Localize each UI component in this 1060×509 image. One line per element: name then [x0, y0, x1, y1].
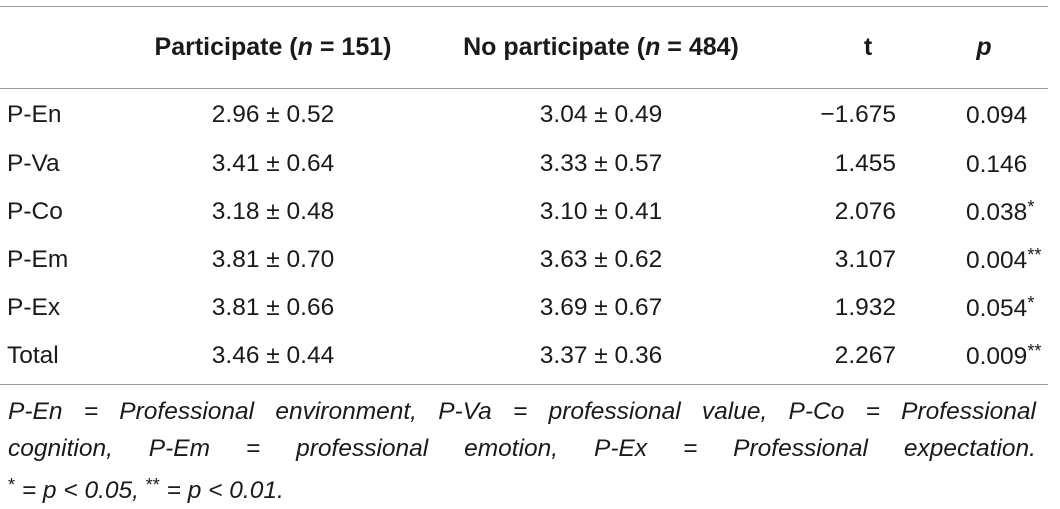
cell-t: 2.076 — [834, 198, 896, 225]
header-participate-prefix: Participate ( — [154, 33, 298, 61]
footnote-significance-line: * = p < 0.05, ** = p < 0.01. — [8, 467, 1036, 509]
table-row: P-Va 3.41 ± 0.64 3.33 ± 0.57 1.455 0.146 — [0, 140, 1048, 188]
table-row: P-Co 3.18 ± 0.48 3.10 ± 0.41 2.076 0.038… — [0, 188, 1048, 236]
footnote-text: = p < 0.05, — [15, 477, 146, 504]
cell-p: 0.004** — [918, 236, 1048, 284]
cell-p: 0.054* — [918, 284, 1048, 332]
footnote-asterisk: * — [8, 475, 16, 495]
cell-variable: P-Va — [7, 150, 60, 177]
cell-t: −1.675 — [820, 100, 896, 128]
cell-participate: 2.96 ± 0.52 — [211, 100, 335, 128]
p-value: 0.004 — [966, 247, 1028, 274]
cell-variable: P-En — [7, 100, 62, 128]
header-row: Participate (n = 151) No participate (n … — [0, 7, 1048, 88]
cell-p: 0.094 — [918, 88, 1048, 140]
significance-mark: * — [1027, 197, 1035, 217]
table-row: Total 3.46 ± 0.44 3.37 ± 0.36 2.267 0.00… — [0, 332, 1048, 380]
table-footnote: P-En = Professional environment, P-Va = … — [8, 393, 1036, 509]
table-body: P-En 2.96 ± 0.52 3.04 ± 0.49 −1.675 0.09… — [0, 88, 1048, 380]
comparison-table: Participate (n = 151) No participate (n … — [0, 7, 1048, 380]
cell-no-participate: 3.04 ± 0.49 — [539, 100, 663, 128]
cell-variable: P-Ex — [7, 294, 61, 321]
header-participate-n: n — [297, 33, 313, 61]
cell-t: 3.107 — [834, 246, 896, 273]
cell-no-participate: 3.63 ± 0.62 — [539, 246, 663, 273]
header-no-participate: No participate (n = 484) — [418, 7, 778, 88]
table-row: P-Em 3.81 ± 0.70 3.63 ± 0.62 3.107 0.004… — [0, 236, 1048, 284]
table-header: Participate (n = 151) No participate (n … — [0, 7, 1048, 88]
cell-p: 0.146 — [918, 140, 1048, 188]
cell-t: 1.932 — [834, 294, 896, 321]
cell-variable: P-Em — [7, 246, 69, 273]
footnote-line: cognition, P-Em = professional emotion, … — [8, 435, 1036, 462]
significance-mark: ** — [1027, 245, 1042, 265]
p-value: 0.146 — [966, 151, 1028, 178]
cell-participate: 3.81 ± 0.66 — [211, 294, 335, 321]
cell-participate: 3.18 ± 0.48 — [211, 198, 335, 225]
significance-mark: * — [1027, 293, 1035, 313]
cell-no-participate: 3.69 ± 0.67 — [539, 294, 663, 321]
footnote-text: = p < 0.01. — [159, 477, 284, 504]
footnote-double-asterisk: ** — [145, 475, 160, 495]
cell-no-participate: 3.10 ± 0.41 — [539, 198, 663, 225]
header-p: p — [976, 33, 992, 61]
cell-participate: 3.46 ± 0.44 — [211, 342, 335, 369]
table-bottom-rule — [0, 384, 1048, 385]
header-variable — [0, 7, 110, 88]
header-participate: Participate (n = 151) — [110, 7, 418, 88]
significance-mark: ** — [1027, 341, 1042, 361]
cell-no-participate: 3.37 ± 0.36 — [539, 342, 663, 369]
header-participate-suffix: = 151) — [312, 33, 392, 61]
cell-t: 2.267 — [834, 342, 896, 369]
cell-participate: 3.41 ± 0.64 — [211, 150, 335, 177]
cell-participate: 3.81 ± 0.70 — [211, 246, 335, 273]
table-top-rule — [0, 6, 1048, 7]
header-rule — [0, 88, 1048, 89]
cell-variable: P-Co — [7, 198, 63, 225]
cell-variable: Total — [7, 342, 59, 369]
cell-t: 1.455 — [834, 150, 896, 177]
cell-no-participate: 3.33 ± 0.57 — [539, 150, 663, 177]
header-t: t — [863, 33, 873, 61]
header-no-participate-prefix: No participate ( — [463, 33, 646, 61]
p-value: 0.094 — [966, 101, 1028, 129]
header-no-participate-suffix: = 484) — [660, 33, 739, 61]
table-row: P-Ex 3.81 ± 0.66 3.69 ± 0.67 1.932 0.054… — [0, 284, 1048, 332]
cell-p: 0.038* — [918, 188, 1048, 236]
p-value: 0.038 — [966, 199, 1028, 226]
p-value: 0.009 — [966, 343, 1028, 370]
table-row: P-En 2.96 ± 0.52 3.04 ± 0.49 −1.675 0.09… — [0, 88, 1048, 140]
p-value: 0.054 — [966, 295, 1028, 322]
cell-p: 0.009** — [918, 332, 1048, 380]
header-no-participate-n: n — [645, 33, 661, 61]
footnote-line: P-En = Professional environment, P-Va = … — [8, 398, 1036, 425]
